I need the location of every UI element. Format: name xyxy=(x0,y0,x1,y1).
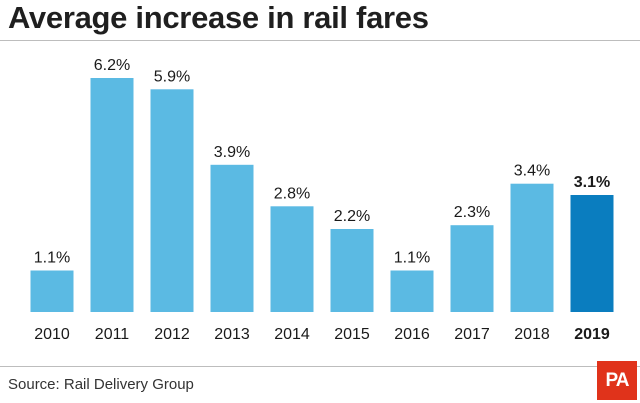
x-tick-2016: 2016 xyxy=(394,326,430,343)
bar-2019 xyxy=(570,195,614,312)
bar-2017 xyxy=(450,225,494,312)
pa-logo: PA xyxy=(597,361,637,400)
x-tick-2015: 2015 xyxy=(334,326,370,343)
x-tick-2011: 2011 xyxy=(95,326,130,343)
chart-title: Average increase in rail fares xyxy=(8,0,429,35)
x-tick-2010: 2010 xyxy=(34,326,70,343)
x-tick-2018: 2018 xyxy=(514,326,550,343)
bar-2011 xyxy=(90,78,134,312)
data-label-2016: 1.1% xyxy=(394,250,430,267)
bar-chart: 1.1% 2010 6.2% 2011 5.9% 2012 3.9% 2013 2.8% 2014… xyxy=(30,57,614,343)
bar-2010 xyxy=(30,270,74,312)
bottom-divider xyxy=(0,366,640,367)
data-label-2018: 3.4% xyxy=(514,163,550,180)
data-label-2011: 6.2% xyxy=(94,57,130,74)
data-label-2015: 2.2% xyxy=(334,208,370,225)
bar-2016 xyxy=(390,270,434,312)
bar-2015 xyxy=(330,229,374,312)
data-label-2017: 2.3% xyxy=(454,204,490,221)
x-tick-2014: 2014 xyxy=(274,326,310,343)
bar-2014 xyxy=(270,206,314,312)
data-label-2012: 5.9% xyxy=(154,68,190,85)
x-tick-2012: 2012 xyxy=(154,326,190,343)
data-label-2014: 2.8% xyxy=(274,185,310,202)
bar-2013 xyxy=(210,164,254,312)
bar-2012 xyxy=(150,89,194,312)
x-tick-2017: 2017 xyxy=(454,326,490,343)
top-divider xyxy=(0,40,640,41)
source-note: Source: Rail Delivery Group xyxy=(8,376,194,393)
data-label-2019: 3.1% xyxy=(574,174,610,191)
data-label-2013: 3.9% xyxy=(214,144,250,161)
data-label-2010: 1.1% xyxy=(34,250,70,267)
x-tick-2019: 2019 xyxy=(574,326,610,343)
bar-2018 xyxy=(510,183,554,312)
x-tick-2013: 2013 xyxy=(214,326,250,343)
